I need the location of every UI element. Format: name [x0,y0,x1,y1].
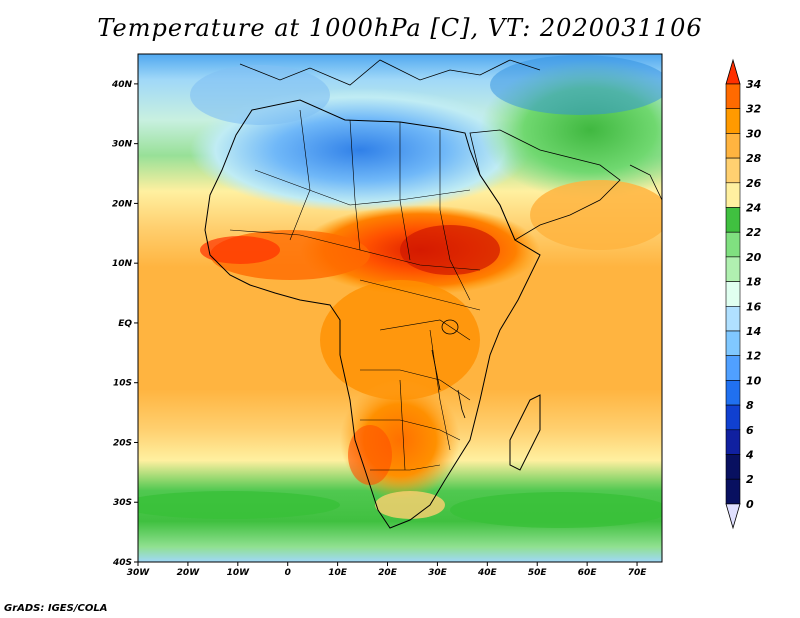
colorbar-box [725,355,741,381]
lake-tanganyika [431,349,441,391]
lat-label: 40N [111,80,133,90]
lat-label: 10N [112,259,133,269]
colorbar-box [725,207,741,233]
colorbar-label: 4 [745,449,754,462]
colorbar-label: 30 [746,127,762,140]
colorbar-label: 20 [746,251,762,264]
colorbar-top-arrow [725,58,741,85]
colorbar-label: 0 [746,498,754,511]
colorbar-box [725,380,741,406]
lon-label: 30W [127,568,151,578]
colorbar-box [725,454,741,480]
colorbar-box [725,305,741,332]
lat-label: 30S [113,498,132,508]
colorbar-box [725,182,741,208]
lat-label: 40S [112,558,132,568]
lake-victoria [441,319,459,335]
colorbar-box [725,429,741,455]
coastline [204,99,541,529]
map-title: Temperature at 1000hPa [C], VT: 20200311… [97,14,703,42]
india-coast [629,164,663,201]
colorbar-box [725,133,741,159]
colorbar-bottom-arrow [725,503,741,530]
lon-label: 40E [477,568,498,578]
madagascar [509,394,541,471]
lon-axis: 30W 20W 10W 0 10E 20E 30E 40E 50E 60E 70E [127,562,647,578]
colorbar-label: 12 [746,350,762,363]
colorbar-box [725,404,741,431]
colorbar-label: 18 [746,276,762,289]
colorbar-box [725,157,741,184]
lat-label: 20N [112,199,133,209]
lon-label: 10W [227,568,251,578]
arabia-coast [469,129,621,241]
colorbar-label: 8 [746,399,754,412]
colorbar-box [725,83,741,110]
colorbar-label: 22 [746,226,762,239]
colorbar-label: 28 [746,152,762,165]
europe-coast [239,59,541,86]
lon-label: 0 [285,568,291,578]
colorbar-box [725,231,741,258]
lat-label: 10S [113,379,132,389]
colorbar-label: 34 [746,78,761,91]
colorbar-label: 24 [746,202,761,215]
lon-label: 10E [328,568,348,578]
colorbar-label: 26 [746,177,762,190]
lon-label: 70E [628,568,648,578]
colorbar-label: 6 [746,424,754,437]
lon-label: 20E [378,568,398,578]
lon-label: 20W [177,568,201,578]
colorbar-box [725,281,741,307]
map-frame [137,53,663,563]
colorbar-box [725,256,741,282]
lon-label: 50E [528,568,548,578]
colorbar-label: 16 [746,300,762,313]
colorbar-label: 14 [746,325,761,338]
colorbar-box [725,330,741,357]
country-borders [229,109,481,471]
lat-label: 20S [113,438,132,448]
lat-label: 30N [112,140,133,150]
lake-malawi [457,389,466,419]
lat-label: EQ [118,319,132,329]
colorbar-box [725,108,741,134]
footer-credit: GrADS: IGES/COLA [4,603,108,614]
lat-axis: 40N 30N 20N 10N EQ 10S 20S 30S 40S [111,80,138,568]
colorbar-label: 10 [746,374,762,387]
lon-label: 30E [428,568,448,578]
colorbar-label: 32 [746,103,762,116]
colorbar-label: 2 [746,473,754,486]
colorbar-box [725,478,741,505]
lon-label: 60E [578,568,598,578]
